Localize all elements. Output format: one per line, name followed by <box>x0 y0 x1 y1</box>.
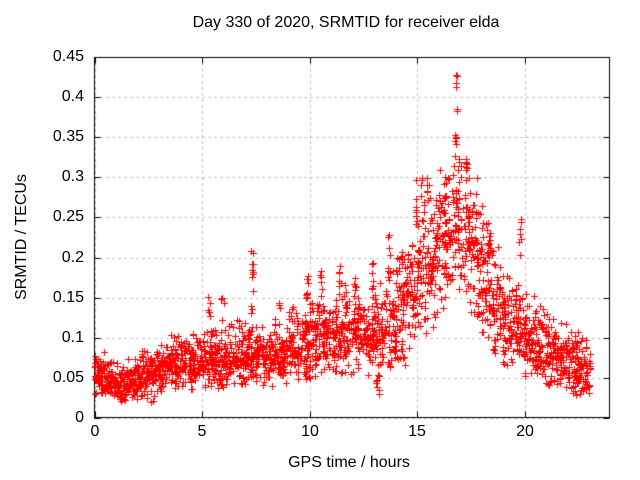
y-tick-label: 0.15 <box>52 289 84 306</box>
y-tick-label: 0.25 <box>52 208 84 225</box>
y-tick-label: 0.1 <box>61 329 84 346</box>
y-tick-label: 0.4 <box>61 88 84 105</box>
y-tick-label: 0.35 <box>52 128 84 145</box>
x-tick-label: 0 <box>90 423 100 440</box>
y-axis-label: SRMTID / TECUs <box>13 174 30 300</box>
chart-title: Day 330 of 2020, SRMTID for receiver eld… <box>192 14 500 31</box>
y-tick-label: 0.05 <box>52 369 84 386</box>
y-tick-label: 0.45 <box>52 48 84 65</box>
x-axis-label: GPS time / hours <box>288 454 410 471</box>
x-tick-label: 5 <box>197 423 207 440</box>
x-tick-label: 20 <box>516 423 534 440</box>
y-tick-label: 0 <box>75 409 84 426</box>
x-tick-label: 10 <box>301 423 319 440</box>
x-tick-label: 15 <box>408 423 426 440</box>
y-tick-label: 0.3 <box>61 168 84 185</box>
y-tick-label: 0.2 <box>61 249 84 266</box>
